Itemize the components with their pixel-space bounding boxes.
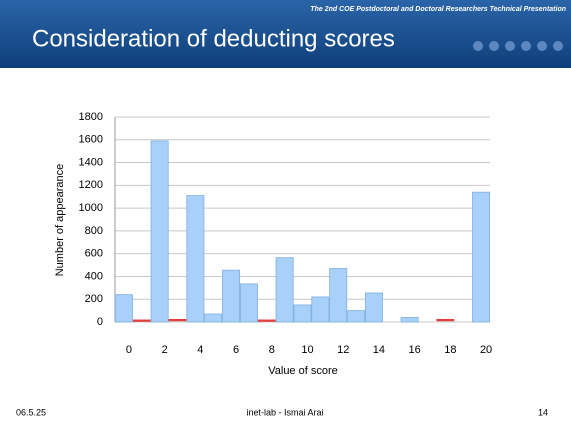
y-tick-label: 1800 <box>79 111 103 123</box>
x-tick-label: 16 <box>409 344 421 356</box>
bar <box>114 294 133 323</box>
y-tick-label: 0 <box>97 316 103 328</box>
bar <box>150 140 169 323</box>
y-tick-label: 1400 <box>79 156 103 168</box>
x-tick-label: 14 <box>373 344 385 356</box>
slide-title: Consideration of deducting scores <box>32 25 395 52</box>
bar <box>364 292 383 323</box>
bar <box>436 318 455 322</box>
bar <box>168 318 187 322</box>
y-tick-label: 1200 <box>79 179 103 191</box>
footer-page: 14 <box>538 407 548 417</box>
bar <box>204 313 223 323</box>
bar <box>132 319 151 322</box>
y-tick-label: 200 <box>85 293 103 305</box>
bar <box>186 195 205 323</box>
x-tick-label: 8 <box>269 344 275 356</box>
x-tick-label: 2 <box>162 344 168 356</box>
bar <box>239 283 258 323</box>
x-tick-label: 12 <box>337 344 349 356</box>
y-tick-label: 1600 <box>79 134 103 146</box>
x-tick-label: 6 <box>233 344 239 356</box>
bar <box>275 257 294 323</box>
x-tick-label: 0 <box>126 344 132 356</box>
y-axis-title: Number of appearance <box>54 164 66 277</box>
bar <box>257 319 276 322</box>
bar <box>293 304 312 323</box>
x-tick-label: 10 <box>301 344 313 356</box>
bar <box>400 317 419 323</box>
footer-author: inet-lab - Ismai Arai <box>246 407 323 417</box>
y-tick-label: 800 <box>85 225 103 237</box>
y-tick-label: 400 <box>85 270 103 282</box>
x-tick-label: 18 <box>444 344 456 356</box>
y-tick-label: 600 <box>85 248 103 260</box>
bar <box>347 310 366 323</box>
bar <box>222 269 241 323</box>
header-subtitle: The 2nd COE Postdoctoral and Doctoral Re… <box>310 6 566 13</box>
x-tick-label: 4 <box>197 344 203 356</box>
bar <box>472 191 491 323</box>
x-tick-label: 20 <box>480 344 492 356</box>
x-axis-title: Value of score <box>268 365 338 377</box>
bar <box>329 268 348 323</box>
bar <box>311 296 330 323</box>
footer-date: 06.5.25 <box>16 407 46 417</box>
header-band <box>0 0 571 68</box>
y-tick-label: 1000 <box>79 202 103 214</box>
header-dots <box>473 41 563 51</box>
